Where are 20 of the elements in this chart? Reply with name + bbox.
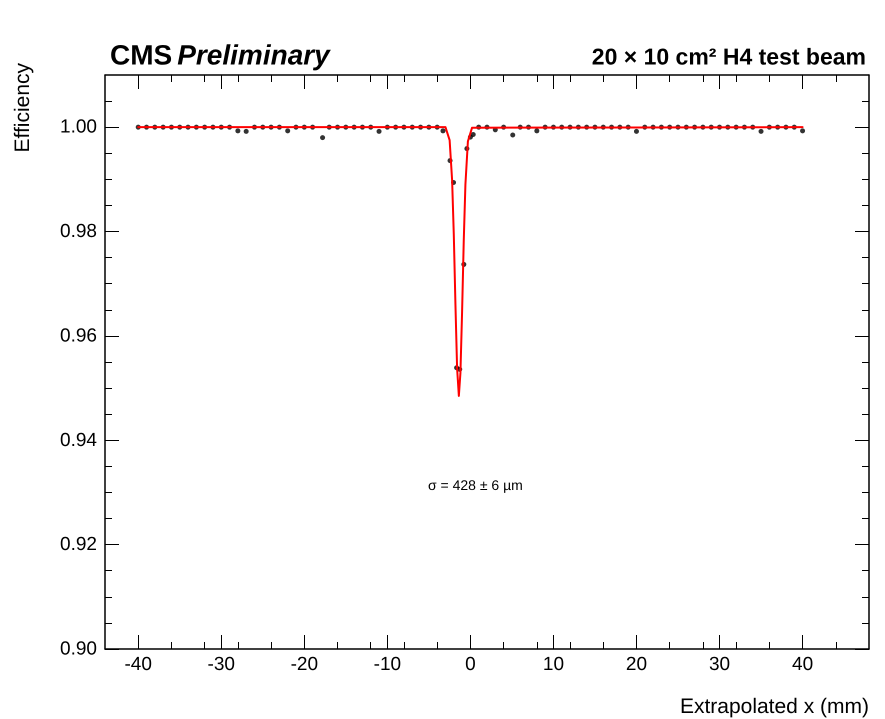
x-tick-label: 40: [792, 654, 814, 675]
x-tick-label: 20: [626, 654, 648, 675]
x-tick-label: -40: [124, 654, 152, 675]
annotation: σ = 428 ± 6 µm: [428, 477, 523, 493]
y-axis-title: Efficiency: [11, 62, 34, 152]
y-tick-label: 1.00: [60, 116, 97, 138]
x-tick-label: 30: [708, 654, 730, 675]
y-tick-label: 0.94: [60, 430, 98, 451]
x-axis-title: Extrapolated x (mm): [680, 695, 870, 718]
chart-subtitle: 20 × 10 cm² H4 test beam: [592, 44, 866, 70]
x-tick-label: -30: [208, 654, 235, 675]
y-tick-label: 0.92: [60, 534, 97, 556]
x-tick-label: -10: [374, 654, 402, 675]
y-tick-label: 0.98: [60, 221, 97, 242]
x-tick-label: 0: [465, 654, 476, 675]
y-tick-label: 0.96: [60, 325, 97, 346]
x-tick-label: -20: [290, 654, 318, 675]
chart-title: CMS Preliminary: [110, 40, 332, 70]
y-tick-label: 0.90: [60, 638, 97, 660]
x-tick-label: 10: [542, 654, 564, 675]
